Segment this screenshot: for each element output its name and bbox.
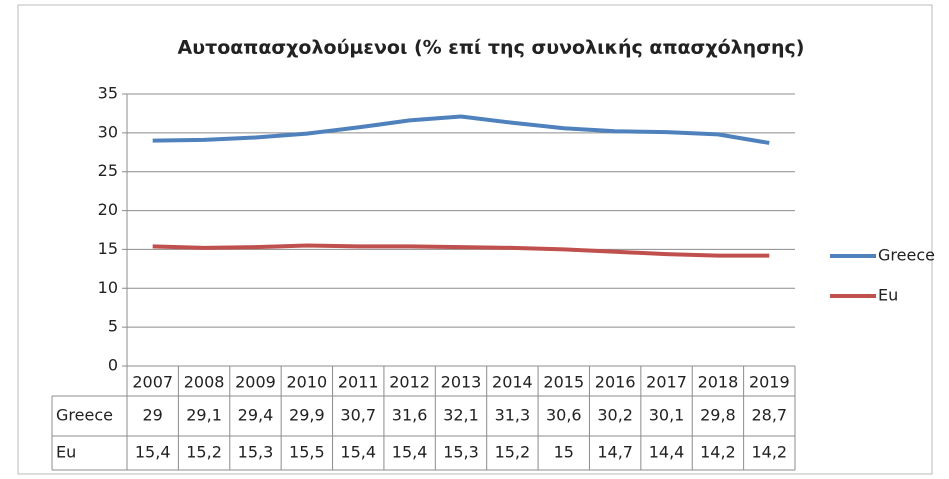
x-tick-label: 2011 bbox=[338, 373, 379, 392]
table-cell: 30,7 bbox=[340, 406, 376, 425]
line-series bbox=[152, 114, 770, 145]
table-row-header: Eu bbox=[56, 443, 76, 462]
table-cell: 29,4 bbox=[238, 406, 274, 425]
x-tick-label: 2007 bbox=[132, 373, 173, 392]
x-tick-label: 2016 bbox=[595, 373, 636, 392]
table-cell: 14,4 bbox=[649, 443, 685, 462]
table-cell: 30,2 bbox=[597, 406, 633, 425]
y-tick-label: 35 bbox=[98, 84, 118, 103]
legend-label: Eu bbox=[878, 286, 898, 305]
y-tick-label: 0 bbox=[108, 356, 118, 375]
x-tick-label: 2015 bbox=[543, 373, 584, 392]
table-cell: 15,4 bbox=[135, 443, 171, 462]
y-tick-label: 20 bbox=[98, 200, 118, 219]
y-tick-label: 15 bbox=[98, 239, 118, 258]
y-tick-label: 30 bbox=[98, 122, 118, 141]
table-cell: 15,4 bbox=[340, 443, 376, 462]
y-tick-label: 25 bbox=[98, 161, 118, 180]
table-cell: 31,3 bbox=[495, 406, 531, 425]
table-cell: 15 bbox=[554, 443, 574, 462]
table-cell: 15,5 bbox=[289, 443, 325, 462]
table-row-header: Greece bbox=[56, 406, 113, 425]
x-tick-label: 2013 bbox=[441, 373, 482, 392]
table-cell: 32,1 bbox=[443, 406, 479, 425]
table-cell: 29,1 bbox=[186, 406, 222, 425]
table-cell: 31,6 bbox=[392, 406, 428, 425]
y-tick-label: 5 bbox=[108, 317, 118, 336]
table-cell: 15,3 bbox=[443, 443, 479, 462]
x-tick-label: 2008 bbox=[184, 373, 225, 392]
x-tick-label: 2019 bbox=[749, 373, 790, 392]
x-tick-label: 2009 bbox=[235, 373, 276, 392]
y-tick-label: 10 bbox=[98, 278, 118, 297]
x-tick-label: 2012 bbox=[389, 373, 430, 392]
table-cell: 15,4 bbox=[392, 443, 428, 462]
x-tick-label: 2014 bbox=[492, 373, 533, 392]
table-cell: 14,2 bbox=[751, 443, 787, 462]
table-cell: 29 bbox=[143, 406, 163, 425]
table-cell: 30,1 bbox=[649, 406, 685, 425]
table-cell: 28,7 bbox=[751, 406, 787, 425]
x-tick-label: 2018 bbox=[698, 373, 739, 392]
table-cell: 15,2 bbox=[495, 443, 531, 462]
chart-title: Αυτοαπασχολούμενοι (% επί της συνολικής … bbox=[178, 37, 805, 59]
table-cell: 14,7 bbox=[597, 443, 633, 462]
legend-label: Greece bbox=[878, 246, 935, 265]
line-series bbox=[152, 243, 770, 258]
table-cell: 29,8 bbox=[700, 406, 736, 425]
table-cell: 15,3 bbox=[238, 443, 274, 462]
table-cell: 29,9 bbox=[289, 406, 325, 425]
x-tick-label: 2010 bbox=[286, 373, 327, 392]
table-cell: 14,2 bbox=[700, 443, 736, 462]
x-tick-label: 2017 bbox=[646, 373, 687, 392]
table-cell: 30,6 bbox=[546, 406, 582, 425]
table-cell: 15,2 bbox=[186, 443, 222, 462]
